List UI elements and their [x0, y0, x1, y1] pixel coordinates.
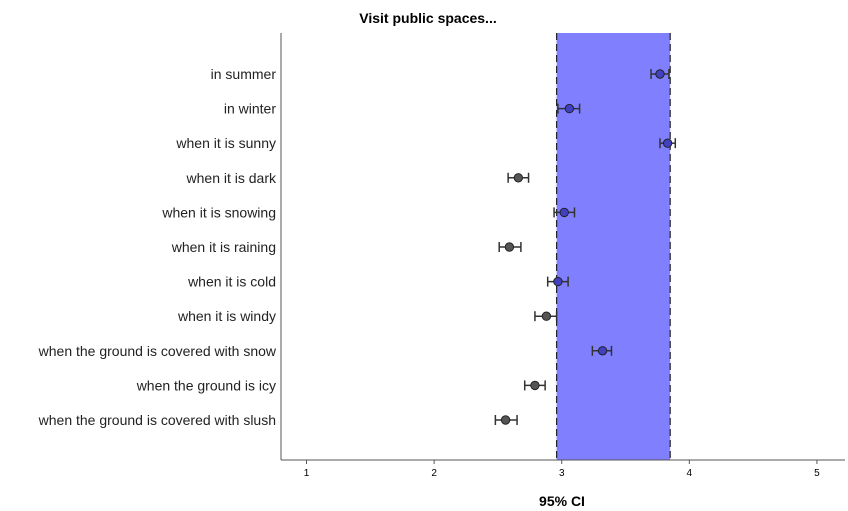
category-label: when it is snowing [161, 204, 276, 220]
mean-point [559, 207, 569, 218]
category-label: when it is sunny [175, 135, 276, 151]
ci-band [556, 33, 671, 460]
category-label: when the ground is icy [136, 377, 276, 393]
x-axis-label: 95% CI [539, 493, 585, 509]
x-tick-label: 5 [814, 468, 820, 479]
mean-point [513, 173, 524, 183]
category-label: when it is windy [177, 308, 276, 324]
mean-point [553, 276, 563, 287]
mean-point [597, 346, 608, 356]
mean-point [504, 242, 515, 252]
mean-point [564, 103, 575, 114]
chart-title: Visit public spaces... [359, 10, 496, 26]
mean-point [530, 380, 540, 391]
mean-point [500, 415, 511, 425]
category-label: when it is cold [187, 274, 276, 290]
x-tick-label: 2 [431, 468, 437, 479]
x-tick-label: 3 [559, 468, 565, 479]
mean-point [662, 138, 673, 148]
mean-point [655, 69, 665, 79]
category-label: when it is dark [186, 170, 277, 186]
x-tick-label: 4 [687, 468, 693, 479]
category-label: when the ground is covered with slush [38, 412, 276, 428]
x-tick-label: 1 [304, 468, 310, 479]
category-label: in winter [224, 101, 276, 117]
category-label: when the ground is covered with snow [38, 343, 277, 359]
mean-point [541, 311, 552, 321]
plot-area: 1 2 3 4 5 in summer in winter when it is sunny w… [38, 33, 845, 479]
category-label: when it is raining [171, 239, 276, 255]
category-label: in summer [211, 66, 277, 82]
